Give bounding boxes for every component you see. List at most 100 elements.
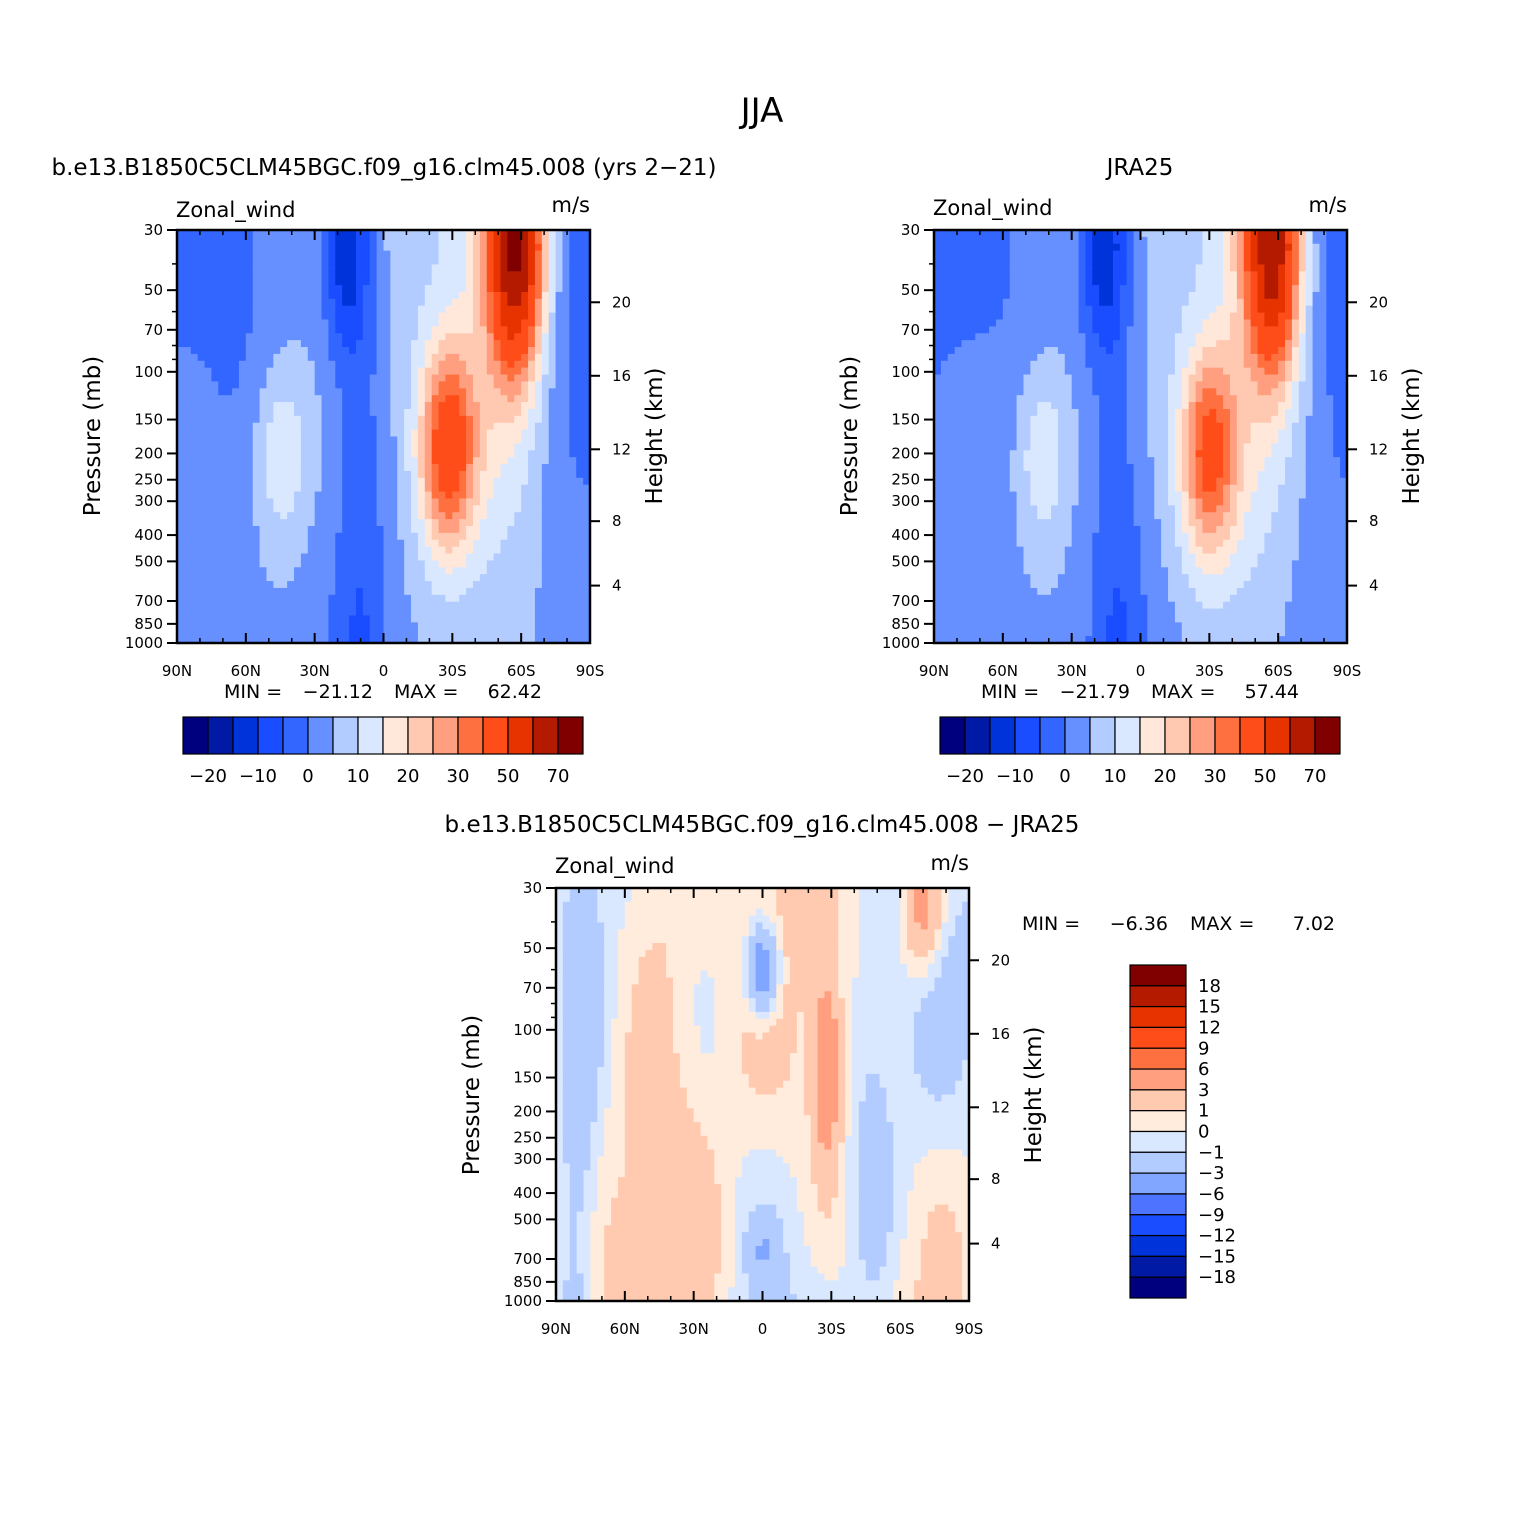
contour-cell — [934, 553, 942, 561]
contour-cell — [1023, 298, 1031, 307]
contour-cell — [355, 622, 364, 630]
contour-cell — [280, 443, 288, 451]
contour-cell — [245, 230, 254, 238]
contour-cell — [1037, 532, 1045, 541]
contour-cell — [562, 422, 570, 431]
contour-cell — [1044, 539, 1052, 548]
contour-cell — [438, 512, 447, 520]
contour-cell — [472, 505, 481, 513]
contour-cell — [211, 291, 219, 300]
contour-cell — [438, 581, 447, 589]
contour-cell — [307, 319, 316, 327]
contour-cell — [438, 491, 447, 500]
contour-cell — [548, 629, 557, 637]
contour-cell — [1057, 312, 1066, 321]
contour-cell — [404, 464, 412, 472]
contour-cell — [1023, 539, 1031, 548]
contour-cell — [514, 250, 522, 259]
contour-cell — [528, 615, 536, 623]
contour-cell — [225, 408, 233, 417]
contour-cell — [280, 464, 288, 472]
contour-cell — [300, 443, 309, 451]
contour-cell — [1002, 525, 1011, 534]
contour-cell — [1002, 464, 1011, 472]
contour-cell — [541, 230, 550, 238]
contour-cell — [287, 546, 295, 555]
contour-cell — [479, 312, 488, 321]
contour-cell — [459, 340, 467, 348]
contour-cell — [548, 298, 557, 307]
contour-cell — [1030, 257, 1038, 266]
contour-cell — [466, 457, 474, 465]
contour-cell — [1057, 415, 1066, 424]
contour-cell — [514, 257, 522, 266]
contour-cell — [947, 601, 956, 610]
contour-cell — [521, 340, 529, 348]
contour-cell — [989, 608, 997, 617]
contour-cell — [562, 298, 570, 307]
contour-cell — [225, 539, 233, 548]
contour-cell — [252, 257, 261, 266]
contour-cell — [280, 326, 288, 334]
contour-cell — [975, 360, 983, 369]
contour-cell — [335, 250, 343, 259]
contour-cell — [576, 443, 584, 451]
contour-cell — [528, 608, 536, 617]
contour-cell — [211, 512, 219, 520]
contour-cell — [355, 415, 364, 424]
contour-cell — [1044, 250, 1052, 259]
contour-cell — [294, 505, 302, 513]
contour-cell — [211, 298, 219, 307]
contour-cell — [390, 340, 398, 348]
contour-cell — [335, 436, 343, 444]
contour-cell — [968, 388, 976, 396]
contour-cell — [369, 546, 378, 555]
contour-cell — [349, 601, 357, 610]
contour-cell — [961, 457, 970, 465]
contour-cell — [528, 298, 536, 307]
contour-cell — [968, 491, 976, 500]
contour-cell — [335, 381, 343, 389]
contour-cell — [404, 567, 412, 575]
contour-cell — [521, 367, 529, 376]
contour-cell — [961, 264, 970, 272]
contour-cell — [225, 429, 233, 438]
contour-cell — [521, 470, 529, 479]
contour-cell — [1057, 457, 1066, 465]
contour-cell — [259, 560, 268, 568]
contour-cell — [521, 436, 529, 444]
contour-cell — [472, 291, 481, 300]
contour-cell — [287, 298, 295, 307]
contour-cell — [968, 574, 976, 582]
contour-cell — [521, 291, 529, 300]
contour-cell — [342, 553, 350, 561]
contour-cell — [1057, 636, 1066, 643]
contour-cell — [307, 615, 316, 623]
contour-cell — [390, 519, 398, 527]
contour-cell — [397, 512, 405, 520]
contour-cell — [225, 464, 233, 472]
contour-cell — [982, 278, 990, 286]
contour-cell — [445, 374, 453, 383]
contour-cell — [1071, 615, 1080, 623]
contour-cell — [569, 340, 577, 348]
contour-cell — [555, 291, 564, 300]
contour-cell — [300, 230, 309, 238]
contour-cell — [1064, 450, 1073, 458]
contour-cell — [493, 291, 502, 300]
contour-cell — [424, 264, 433, 272]
contour-cell — [211, 436, 219, 444]
contour-cell — [445, 395, 453, 403]
contour-cell — [211, 236, 219, 245]
contour-cell — [583, 491, 590, 500]
contour-cell — [486, 464, 495, 472]
contour-cell — [259, 491, 268, 500]
contour-cell — [225, 243, 233, 252]
contour-cell — [452, 539, 460, 548]
contour-cell — [225, 567, 233, 575]
contour-cell — [995, 264, 1004, 272]
contour-cell — [232, 347, 240, 355]
contour-cell — [562, 546, 570, 555]
contour-cell — [528, 477, 536, 486]
